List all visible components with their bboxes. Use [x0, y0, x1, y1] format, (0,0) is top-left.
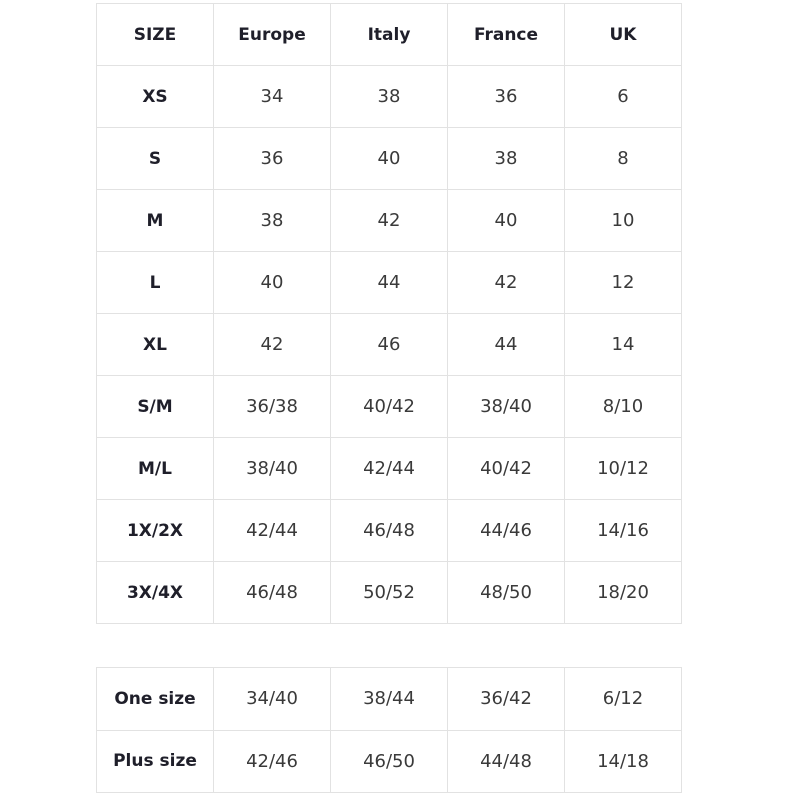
table-cell: 38/44 — [330, 667, 448, 731]
table-cell: 8 — [564, 127, 682, 190]
column-header: Italy — [330, 3, 448, 66]
table-cell: 12 — [564, 251, 682, 314]
table-cell: 8/10 — [564, 375, 682, 438]
table-cell: 44 — [447, 313, 565, 376]
table-cell: 42/44 — [330, 437, 448, 500]
table-cell: 6/12 — [564, 667, 682, 731]
column-header: UK — [564, 3, 682, 66]
size-label-cell: L — [96, 251, 214, 314]
size-label-cell: S — [96, 127, 214, 190]
size-label-cell: 1X/2X — [96, 499, 214, 562]
table-row: One size 34/40 38/44 36/42 6/12 — [96, 667, 682, 731]
table-cell: 14/16 — [564, 499, 682, 562]
table-cell: 38/40 — [213, 437, 331, 500]
table-cell: 48/50 — [447, 561, 565, 624]
table-cell: 42/46 — [213, 729, 331, 793]
table-cell: 44/46 — [447, 499, 565, 562]
table-cell: 36 — [447, 65, 565, 128]
size-label-cell: S/M — [96, 375, 214, 438]
column-header: France — [447, 3, 565, 66]
table-cell: 46/48 — [213, 561, 331, 624]
table-cell: 36/38 — [213, 375, 331, 438]
table-header-row: SIZE Europe Italy France UK — [96, 3, 682, 66]
size-label-cell: XL — [96, 313, 214, 376]
table-cell: 42 — [213, 313, 331, 376]
table-cell: 50/52 — [330, 561, 448, 624]
table-row: S/M 36/38 40/42 38/40 8/10 — [96, 375, 682, 438]
table-cell: 14/18 — [564, 729, 682, 793]
table-cell: 40 — [330, 127, 448, 190]
table-row: 1X/2X 42/44 46/48 44/46 14/16 — [96, 499, 682, 562]
table-cell: 38 — [330, 65, 448, 128]
table-cell: 40/42 — [330, 375, 448, 438]
table-cell: 44 — [330, 251, 448, 314]
size-label-cell: XS — [96, 65, 214, 128]
column-header: SIZE — [96, 3, 214, 66]
column-header: Europe — [213, 3, 331, 66]
table-row: M/L 38/40 42/44 40/42 10/12 — [96, 437, 682, 500]
table-cell: 10/12 — [564, 437, 682, 500]
size-label-cell: One size — [96, 667, 214, 731]
table-row: Plus size 42/46 46/50 44/48 14/18 — [96, 729, 682, 793]
table-row: 3X/4X 46/48 50/52 48/50 18/20 — [96, 561, 682, 624]
table-cell: 42 — [330, 189, 448, 252]
table-cell: 46/50 — [330, 729, 448, 793]
table-cell: 40 — [447, 189, 565, 252]
table-row: S 36 40 38 8 — [96, 127, 682, 190]
size-label-cell: M — [96, 189, 214, 252]
table-cell: 14 — [564, 313, 682, 376]
table-cell: 42/44 — [213, 499, 331, 562]
size-label-cell: M/L — [96, 437, 214, 500]
table-cell: 46/48 — [330, 499, 448, 562]
size-label-cell: Plus size — [96, 729, 214, 793]
table-row: XS 34 38 36 6 — [96, 65, 682, 128]
table-cell: 44/48 — [447, 729, 565, 793]
table-cell: 38 — [213, 189, 331, 252]
table-row: XL 42 46 44 14 — [96, 313, 682, 376]
table-cell: 46 — [330, 313, 448, 376]
one-plus-size-table: One size 34/40 38/44 36/42 6/12 Plus size 42/4… — [96, 667, 682, 793]
table-cell: 10 — [564, 189, 682, 252]
table-row: L 40 44 42 12 — [96, 251, 682, 314]
table-cell: 34/40 — [213, 667, 331, 731]
table-cell: 34 — [213, 65, 331, 128]
table-cell: 38/40 — [447, 375, 565, 438]
table-cell: 38 — [447, 127, 565, 190]
size-conversion-table: SIZE Europe Italy France UK XS 34 38 36 6 S 36 40 38 8… — [96, 3, 682, 624]
table-cell: 18/20 — [564, 561, 682, 624]
table-row: M 38 42 40 10 — [96, 189, 682, 252]
table-cell: 36 — [213, 127, 331, 190]
size-label-cell: 3X/4X — [96, 561, 214, 624]
table-cell: 40/42 — [447, 437, 565, 500]
table-cell: 6 — [564, 65, 682, 128]
table-cell: 40 — [213, 251, 331, 314]
table-cell: 36/42 — [447, 667, 565, 731]
table-cell: 42 — [447, 251, 565, 314]
